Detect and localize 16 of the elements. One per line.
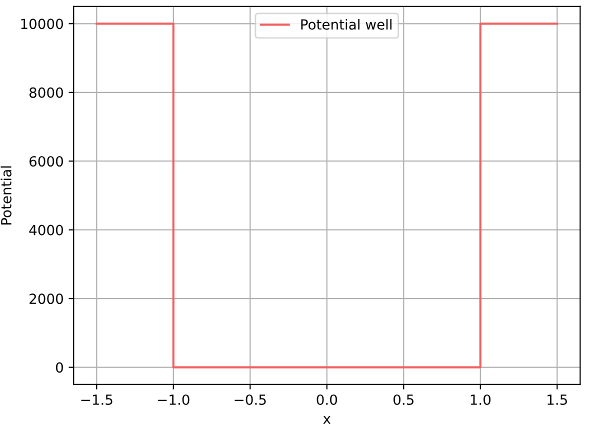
x-tick-label: 1.5 — [548, 394, 567, 405]
legend-label: Potential well — [301, 18, 392, 30]
x-tick-label: −1.0 — [158, 394, 190, 405]
y-tick-label: 4000 — [29, 224, 63, 236]
y-tick-label: 6000 — [30, 156, 63, 167]
y-tick-label: 2000 — [30, 294, 63, 304]
x-tick-label: 1.0 — [470, 394, 491, 405]
y-tick-label: 10000 — [21, 18, 63, 30]
y-tick-label: 8000 — [29, 87, 63, 98]
x-tick-label: 0.0 — [316, 394, 338, 405]
y-axis-title: Potential — [0, 166, 12, 225]
x-tick-label: 0.5 — [394, 394, 414, 405]
x-tick-label: −1.5 — [81, 394, 112, 405]
y-tick-label: 0 — [56, 362, 63, 373]
x-tick-label: −0.5 — [234, 394, 266, 405]
x-axis-title: x — [323, 416, 331, 424]
